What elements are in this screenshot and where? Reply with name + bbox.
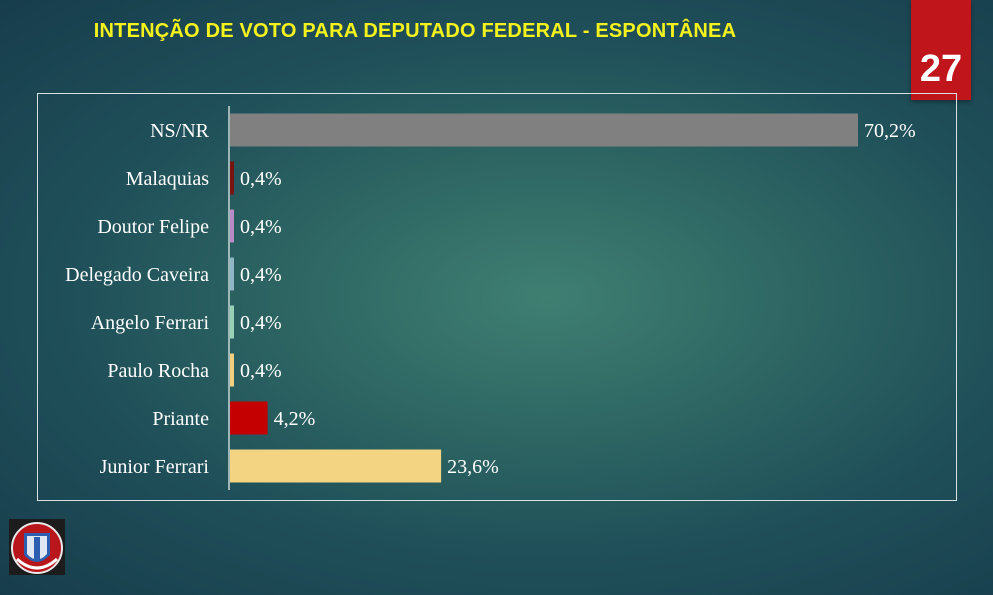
category-label: Angelo Ferrari xyxy=(91,312,210,334)
value-label: 0,4% xyxy=(240,216,282,238)
page-number-badge: 27 xyxy=(911,0,971,100)
value-label: 70,2% xyxy=(864,120,916,142)
value-label: 0,4% xyxy=(240,360,282,382)
chart-frame xyxy=(37,93,957,501)
bar-0 xyxy=(230,113,858,147)
bar-6 xyxy=(230,401,268,435)
value-label: 0,4% xyxy=(240,312,282,334)
logo-emblem-icon xyxy=(9,519,65,575)
category-label: NS/NR xyxy=(150,120,210,142)
value-label: 23,6% xyxy=(447,456,499,478)
bar-7 xyxy=(230,449,442,483)
value-label: 0,4% xyxy=(240,264,282,286)
bar-4 xyxy=(230,305,234,339)
category-label: Malaquias xyxy=(126,168,210,190)
category-label: Paulo Rocha xyxy=(107,360,209,382)
bar-3 xyxy=(230,257,234,291)
bar-1 xyxy=(230,161,234,195)
bar-5 xyxy=(230,353,234,387)
category-label: Delegado Caveira xyxy=(65,264,209,286)
category-label: Junior Ferrari xyxy=(100,456,210,478)
chart-title: INTENÇÃO DE VOTO PARA DEPUTADO FEDERAL -… xyxy=(93,20,737,42)
logo xyxy=(9,519,65,575)
page-number: 27 xyxy=(919,48,963,90)
category-label: Priante xyxy=(152,408,209,430)
value-label: 0,4% xyxy=(240,168,282,190)
bar-2 xyxy=(230,209,234,243)
category-label: Doutor Felipe xyxy=(97,216,209,238)
value-label: 4,2% xyxy=(274,408,316,430)
